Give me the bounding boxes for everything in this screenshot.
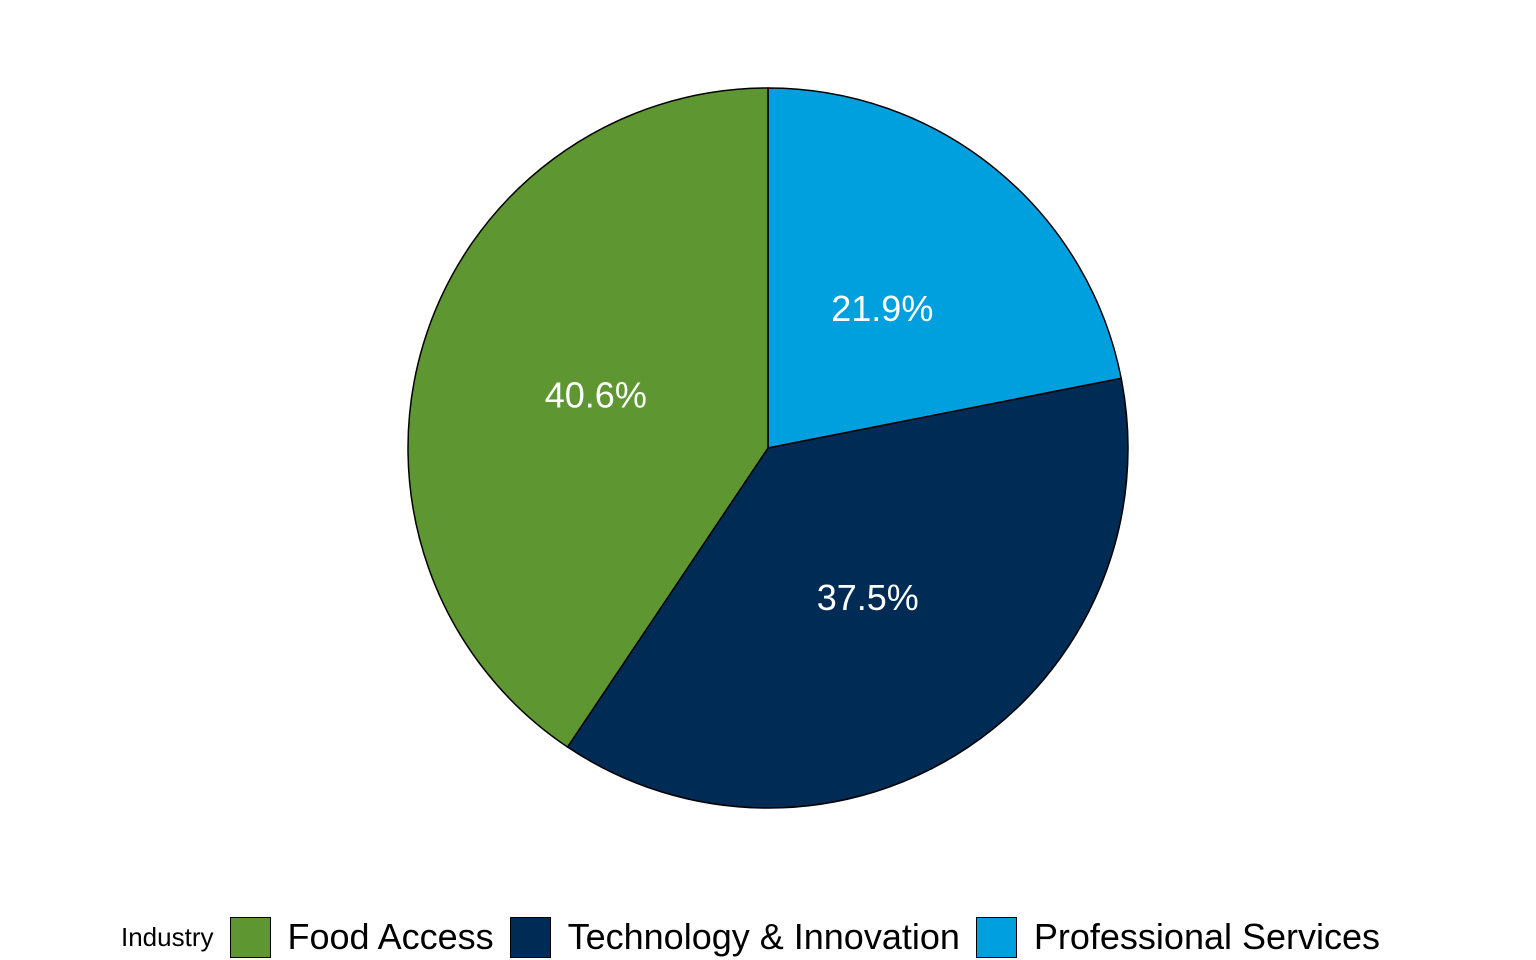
legend-item-technology-innovation: Technology & Innovation (509, 916, 960, 958)
legend-title: Industry (121, 921, 214, 952)
legend-swatch-food-access (229, 916, 271, 958)
legend-swatch-technology-innovation (509, 916, 551, 958)
pie-slice-professional-services (767, 87, 1123, 449)
pie-slice-technology-innovation (566, 377, 1129, 809)
legend-swatch-professional-services (975, 916, 1017, 958)
slice-label: 21.9% (831, 288, 933, 329)
legend-label: Professional Services (1033, 916, 1381, 957)
legend: Industry Food Access Technology & Innova… (121, 914, 1396, 960)
legend-item-food-access: Food Access (229, 916, 494, 958)
slice-label: 40.6% (545, 375, 647, 416)
pie-chart: 21.9% 37.5% 40.6% (407, 87, 1129, 809)
pie-slice-food-access (407, 87, 769, 749)
legend-label: Food Access (287, 916, 494, 957)
legend-label: Technology & Innovation (567, 916, 960, 957)
slice-label: 37.5% (817, 577, 919, 618)
legend-item-professional-services: Professional Services (975, 916, 1381, 958)
